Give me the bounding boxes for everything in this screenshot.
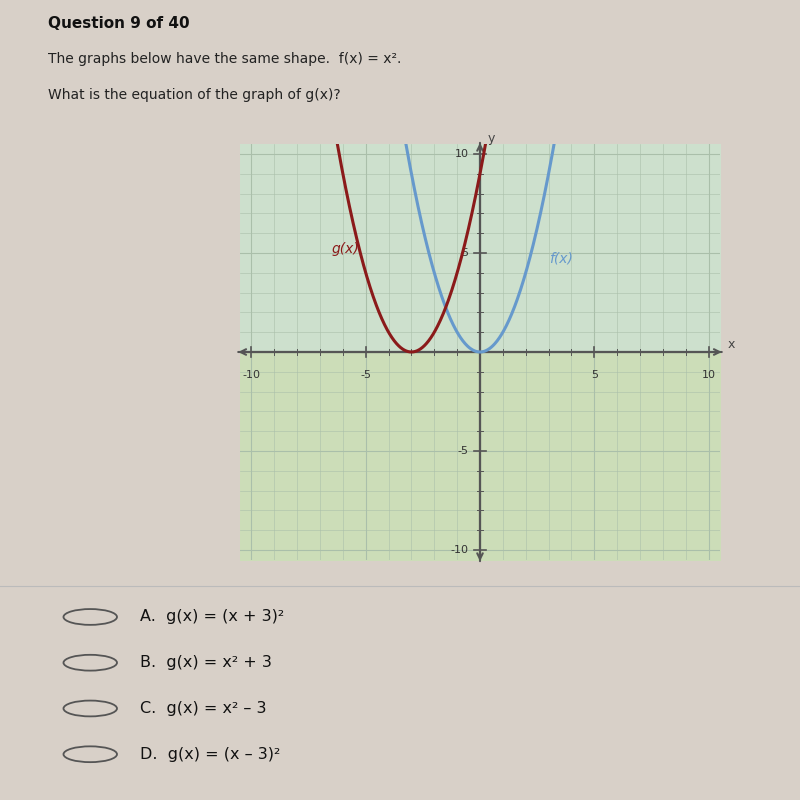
Text: What is the equation of the graph of g(x)?: What is the equation of the graph of g(x… [48,88,341,102]
Text: The graphs below have the same shape.  f(x) = x².: The graphs below have the same shape. f(… [48,52,402,66]
Text: C.  g(x) = x² – 3: C. g(x) = x² – 3 [139,701,266,716]
Text: D.  g(x) = (x – 3)²: D. g(x) = (x – 3)² [139,746,280,762]
Text: 5: 5 [462,248,469,258]
Text: -10: -10 [450,545,469,555]
Text: 5: 5 [590,370,598,380]
Text: f(x): f(x) [549,252,573,266]
Text: -5: -5 [458,446,469,456]
Text: x: x [728,338,735,350]
Text: A.  g(x) = (x + 3)²: A. g(x) = (x + 3)² [139,610,284,625]
Text: Question 9 of 40: Question 9 of 40 [48,16,190,31]
Text: -5: -5 [360,370,371,380]
Text: g(x): g(x) [331,242,359,256]
Text: B.  g(x) = x² + 3: B. g(x) = x² + 3 [139,655,271,670]
Text: 10: 10 [454,149,469,159]
Text: y: y [488,131,495,145]
Text: -10: -10 [242,370,261,380]
Text: 10: 10 [702,370,715,380]
